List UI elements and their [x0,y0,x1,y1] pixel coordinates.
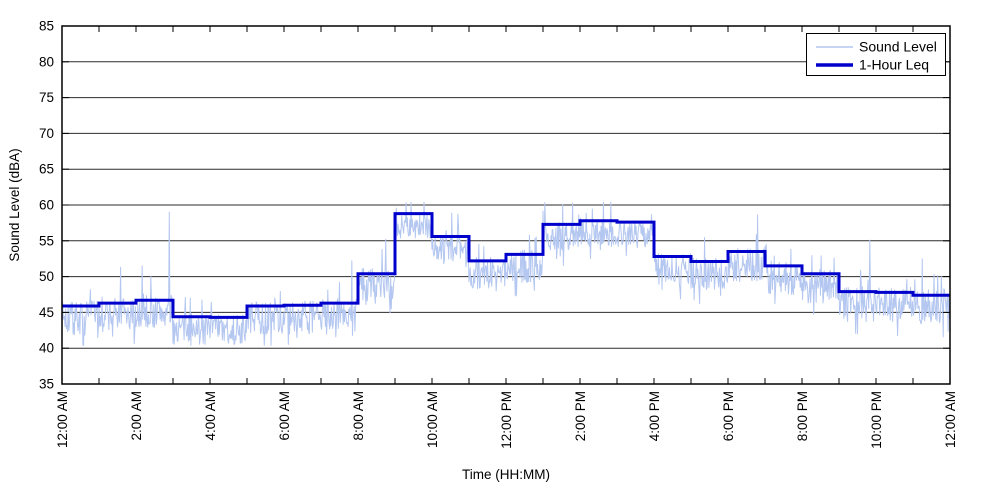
x-tick-label: 8:00 PM [795,391,810,441]
x-tick-label: 12:00 PM [499,391,514,449]
x-tick-label: 6:00 PM [721,391,736,441]
x-tick-label: 12:00 AM [943,391,958,448]
y-tick-labels: 35 40 45 50 55 60 65 70 75 80 85 [39,19,54,392]
x-tick-label: 8:00 AM [351,391,366,441]
data-series [61,201,951,346]
y-axis-title: Sound Level (dBA) [7,148,22,261]
leq-step-series [62,212,950,319]
x-tick-labels: 12:00 AM 2:00 AM 4:00 AM 6:00 AM 8:00 AM 10:0… [55,391,958,449]
sound-level-series [61,201,951,346]
gridlines [62,61,950,349]
y-tick-label-80: 80 [39,54,54,69]
x-tick-label: 4:00 AM [203,391,218,441]
x-axis-title: Time (HH:MM) [462,467,550,482]
legend-box [806,33,946,76]
y-tick-label-85: 85 [39,19,54,34]
y-tick-label-55: 55 [39,233,54,248]
x-tick-label: 2:00 PM [573,391,588,441]
legend: Sound Level 1-Hour Leq [806,33,946,76]
x-tick-label: 10:00 AM [425,391,440,448]
y-tick-label-60: 60 [39,198,54,213]
x-tick-label: 2:00 AM [129,391,144,441]
y-tick-label-65: 65 [39,162,54,177]
x-tick-label: 12:00 AM [55,391,70,448]
y-tick-label-45: 45 [39,305,54,320]
y-tick-label-35: 35 [39,377,54,392]
x-tick-label: 6:00 AM [277,391,292,441]
x-tick-label: 4:00 PM [647,391,662,441]
legend-label-leq: 1-Hour Leq [859,57,929,73]
x-tick-label: 10:00 PM [869,391,884,449]
y-tick-label-75: 75 [39,90,54,105]
y-tick-label-40: 40 [39,341,54,356]
axis-ticks [61,25,951,385]
legend-label-sound-level: Sound Level [859,39,937,55]
y-tick-label-70: 70 [39,126,54,141]
y-tick-label-50: 50 [39,269,54,284]
